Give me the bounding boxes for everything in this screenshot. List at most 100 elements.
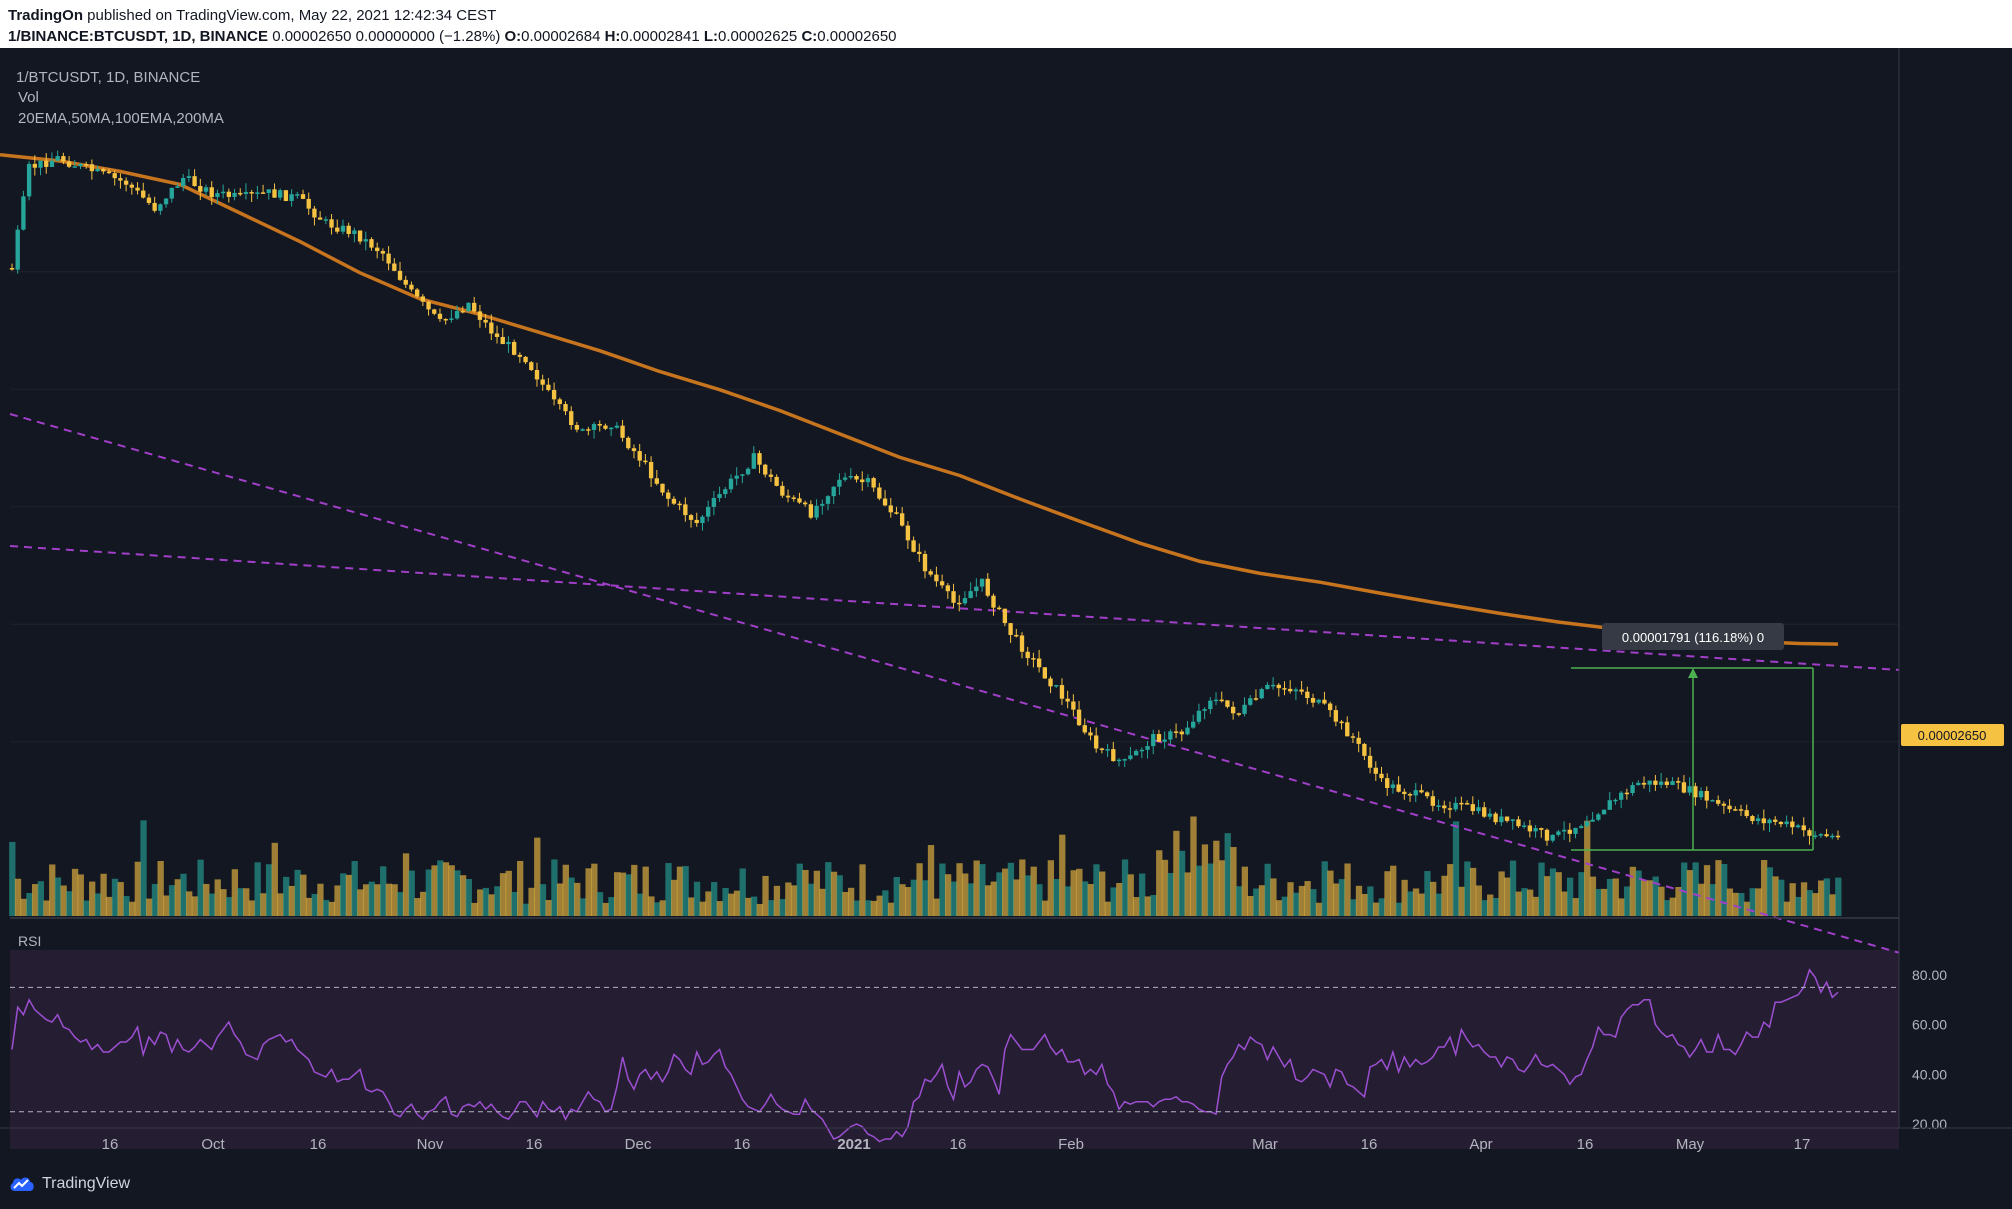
volume-bar xyxy=(1430,881,1437,916)
candle-body xyxy=(557,399,562,405)
upper-trendline[interactable] xyxy=(9,545,1901,671)
volume-bar xyxy=(300,874,307,916)
candle-body xyxy=(403,279,408,285)
candle-body xyxy=(922,554,928,572)
candle-body xyxy=(1014,634,1019,637)
volume-bar xyxy=(128,901,136,916)
volume-bar xyxy=(380,866,387,916)
volume-bar xyxy=(773,885,781,916)
volume-bar xyxy=(157,860,164,916)
volume-bar xyxy=(596,892,604,916)
volume-bar xyxy=(1127,874,1134,916)
legend-symbol[interactable]: 1/BTCUSDT, 1D, BINANCE xyxy=(16,69,200,86)
volume-bar xyxy=(1059,834,1066,916)
volume-bar xyxy=(1618,898,1625,916)
candle-body xyxy=(740,474,745,476)
time-tick-label: 16 xyxy=(1361,1136,1378,1153)
volume-bar xyxy=(693,881,701,916)
candle-body xyxy=(300,194,306,199)
candle-body xyxy=(1539,828,1544,830)
candle-body xyxy=(66,161,72,167)
measure-label-box xyxy=(1602,623,1784,650)
candle-body xyxy=(158,204,163,211)
candle-body xyxy=(1202,709,1207,711)
volume-bar xyxy=(688,897,695,916)
candle-body xyxy=(95,168,100,172)
brand-name: TradingView xyxy=(42,1175,131,1192)
volume-bar xyxy=(1093,864,1100,916)
price-axis[interactable] xyxy=(1899,48,2012,1128)
volume-bar xyxy=(1133,897,1140,916)
candle-body xyxy=(586,429,591,431)
candle-body xyxy=(882,498,888,506)
volume-bar xyxy=(608,897,615,916)
candle-body xyxy=(1310,698,1316,703)
tradingview-brand[interactable]: TradingView xyxy=(8,1175,130,1193)
candle-body xyxy=(1596,814,1601,820)
candle-body xyxy=(1122,759,1127,761)
candle-body xyxy=(1362,743,1367,756)
candle-body xyxy=(437,313,443,319)
author-name[interactable]: TradingOn xyxy=(8,7,83,24)
candles xyxy=(9,150,1841,846)
candle-body xyxy=(306,198,311,209)
volume-bar xyxy=(830,871,838,916)
volume-bar xyxy=(454,870,461,916)
rsi-tick-label: 60.00 xyxy=(1912,1017,1947,1033)
candle-body xyxy=(1453,802,1458,810)
candle-body xyxy=(1493,813,1498,823)
candle-body xyxy=(1282,688,1287,690)
last-price-label: 0.00002650 xyxy=(1918,728,1987,743)
candle-body xyxy=(226,191,232,197)
candle-body xyxy=(1550,834,1555,841)
measure-tool[interactable]: 0.00001791 (116.18%) 0 xyxy=(1571,623,1814,851)
candle-body xyxy=(842,477,848,480)
candle-body xyxy=(1778,821,1784,825)
volume-bar xyxy=(1161,859,1169,916)
volume-bar xyxy=(1053,879,1060,916)
candle-body xyxy=(711,497,717,507)
volume-bar xyxy=(659,900,666,916)
volume-bar xyxy=(682,866,689,916)
legend-rsi[interactable]: RSI xyxy=(18,933,41,949)
volume-bar xyxy=(442,862,450,916)
candle-body xyxy=(397,270,403,280)
rsi-line[interactable] xyxy=(11,968,1839,1143)
candle-body xyxy=(1390,784,1396,788)
candle-body xyxy=(1716,800,1721,804)
candle-body xyxy=(283,190,289,201)
candle-body xyxy=(106,171,112,174)
price-chart[interactable]: 0.00001791 (116.18%) 0 80.00 60.00 40.00 20… xyxy=(0,48,2012,1163)
candle-body xyxy=(466,302,471,312)
volume-bar xyxy=(1566,877,1574,916)
volume-bar xyxy=(197,859,204,916)
high-label: H: xyxy=(604,28,621,45)
time-tick-label: May xyxy=(1676,1136,1705,1153)
volume-bar xyxy=(585,868,592,916)
candle-body xyxy=(728,478,734,490)
time-tick-label: 16 xyxy=(310,1136,327,1153)
published-header: TradingOn published on TradingView.com, … xyxy=(0,0,2012,48)
candle-body xyxy=(1658,781,1664,785)
published-text: published on TradingView.com, May 22, 20… xyxy=(83,7,497,24)
volume-bar xyxy=(1686,870,1694,916)
last-price-badge[interactable] xyxy=(1901,724,2004,746)
candle-body xyxy=(1373,767,1378,774)
ema-line[interactable] xyxy=(0,153,1839,646)
volume-bar xyxy=(277,893,284,916)
candle-body xyxy=(1225,700,1230,707)
volume-bar xyxy=(265,864,273,916)
candle-body xyxy=(129,184,134,188)
candle-body xyxy=(420,296,426,302)
volume-bar xyxy=(94,893,102,916)
candle-body xyxy=(1436,805,1441,807)
candle-body xyxy=(186,176,192,178)
candle-body xyxy=(375,247,380,252)
legend-volume[interactable]: Vol xyxy=(18,89,39,106)
candle-body xyxy=(677,503,682,506)
candle-body xyxy=(1259,689,1264,699)
measure-arrow-head xyxy=(1688,668,1698,678)
legend-indicators[interactable]: 20EMA,50MA,100EMA,200MA xyxy=(18,110,224,127)
lower-trendline[interactable] xyxy=(9,413,1901,954)
volume-bar xyxy=(1509,860,1517,916)
